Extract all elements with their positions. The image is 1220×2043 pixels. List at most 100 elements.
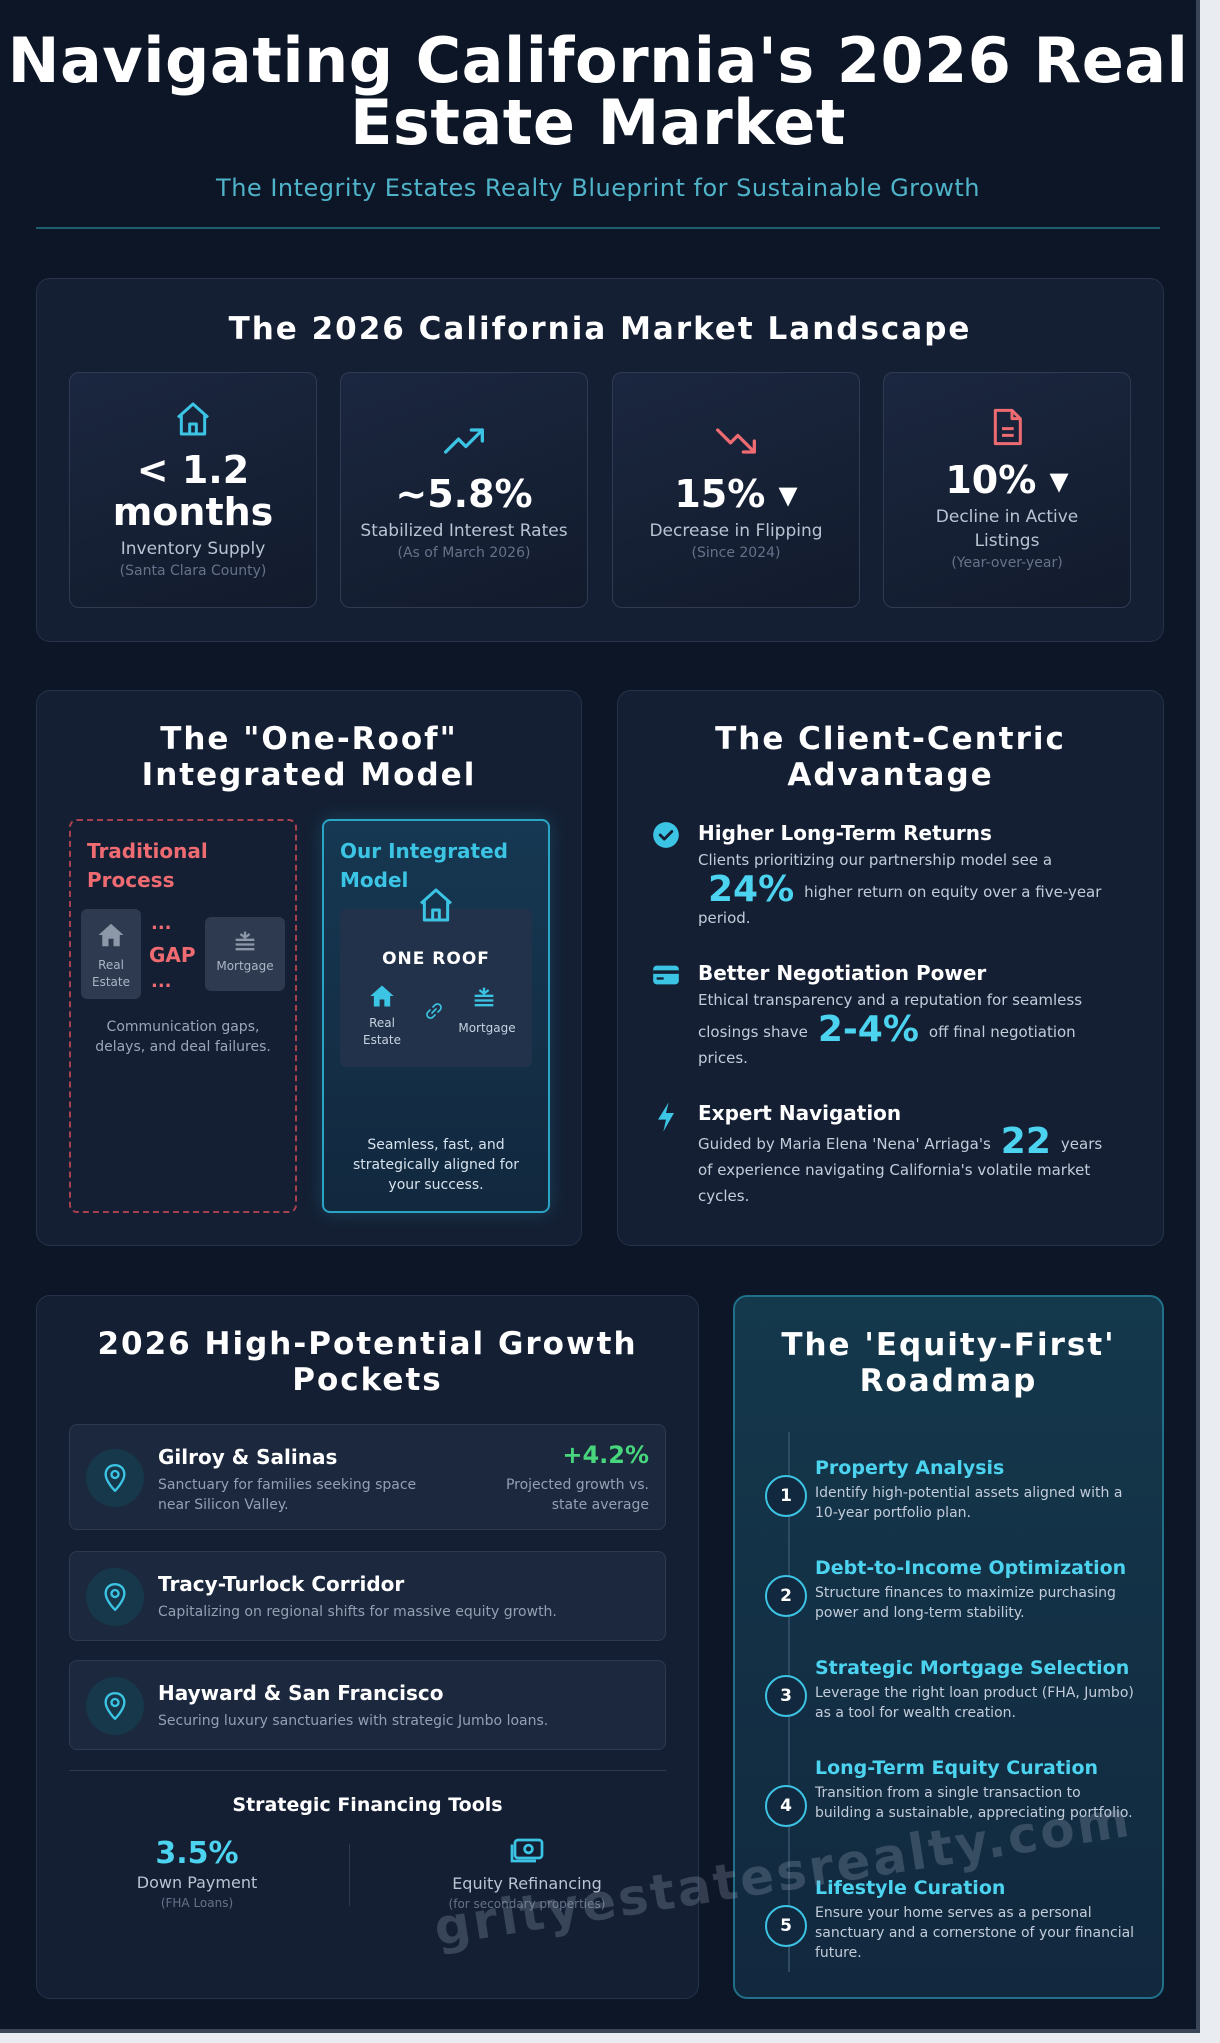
check-circle-icon bbox=[653, 822, 679, 848]
gap-dots-bottom: ... bbox=[151, 971, 172, 992]
house-icon bbox=[370, 985, 394, 1007]
down-payment-label: Down Payment bbox=[136, 1873, 258, 1892]
gap-label: GAP bbox=[149, 943, 196, 967]
financing-separator bbox=[349, 1844, 350, 1906]
infographic-page: Navigating California's 2026 Real Estate… bbox=[0, 0, 1200, 2033]
roadmap-title: The 'Equity-First' Roadmap bbox=[781, 1327, 1116, 1399]
stat-value: < 1.2 months bbox=[112, 448, 274, 534]
advantage-returns: Higher Long-Term Returns Clients priorit… bbox=[650, 821, 1140, 931]
integrated-description: Seamless, fast, and strategically aligne… bbox=[352, 1137, 520, 1193]
step-description: Identify high-potential assets aligned w… bbox=[815, 1485, 1123, 1521]
document-icon bbox=[993, 408, 1022, 446]
advantage-body: Clients prioritizing our partnership mod… bbox=[698, 851, 1102, 927]
pocket-description: Sanctuary for families seeking space nea… bbox=[158, 1477, 417, 1513]
down-payment-stat: 3.5% Down Payment (FHA Loans) bbox=[97, 1836, 297, 1910]
traditional-process-box: Traditional Process Real Estate ... GAP … bbox=[69, 819, 297, 1213]
location-pin-icon bbox=[104, 1692, 126, 1720]
real-estate-label: Real Estate bbox=[363, 1016, 401, 1047]
growth-pockets-panel: 2026 High-Potential Growth Pockets Gilro… bbox=[36, 1295, 699, 1999]
page-subtitle: The Integrity Estates Realty Blueprint f… bbox=[216, 174, 980, 202]
stat-note: (Since 2024) bbox=[691, 545, 781, 561]
stat-label: Stabilized Interest Rates bbox=[360, 521, 568, 541]
growth-value: +4.2% bbox=[562, 1441, 649, 1469]
step-title: Property Analysis bbox=[815, 1457, 1005, 1479]
stat-card-interest: ~5.8% Stabilized Interest Rates (As of M… bbox=[340, 372, 588, 608]
pocket-name: Hayward & San Francisco bbox=[158, 1681, 444, 1705]
down-payment-note: (FHA Loans) bbox=[160, 1896, 234, 1910]
stat-value: 15% ▾ bbox=[674, 472, 798, 516]
equity-refinancing-label: Equity Refinancing bbox=[452, 1874, 602, 1893]
pocket-growth: +4.2% Projected growth vs. state average bbox=[506, 1441, 649, 1515]
financing-title: Strategic Financing Tools bbox=[232, 1794, 503, 1816]
equity-refinancing-stat: Equity Refinancing (for secondary proper… bbox=[397, 1834, 657, 1911]
step-number: 5 bbox=[765, 1905, 807, 1947]
house-outline-icon bbox=[420, 888, 452, 922]
equity-first-roadmap-panel: The 'Equity-First' Roadmap 1 Property An… bbox=[733, 1295, 1164, 1999]
market-landscape-panel: The 2026 California Market Landscape < 1… bbox=[36, 278, 1164, 642]
mortgage-icon bbox=[474, 987, 494, 1007]
stat-card-listings: 10% ▾ Decline in Active Listings (Year-o… bbox=[883, 372, 1131, 608]
client-centric-panel: The Client-Centric Advantage Higher Long… bbox=[617, 690, 1164, 1246]
step-number: 1 bbox=[765, 1475, 807, 1517]
step-number: 3 bbox=[765, 1675, 807, 1717]
advantage-body: Ethical transparency and a reputation fo… bbox=[698, 991, 1083, 1067]
step-title: Lifestyle Curation bbox=[815, 1877, 1006, 1899]
step-title: Strategic Mortgage Selection bbox=[815, 1657, 1130, 1679]
house-icon bbox=[98, 923, 124, 947]
advantage-title: Expert Navigation bbox=[698, 1101, 902, 1125]
stat-22-years: 22 bbox=[1000, 1121, 1051, 1162]
step-title: Debt-to-Income Optimization bbox=[815, 1557, 1127, 1579]
pocket-name: Tracy-Turlock Corridor bbox=[158, 1572, 405, 1596]
stat-card-inventory: < 1.2 months Inventory Supply (Santa Cla… bbox=[69, 372, 317, 608]
trend-down-icon bbox=[716, 428, 756, 454]
pocket-name: Gilroy & Salinas bbox=[158, 1445, 338, 1469]
financing-divider bbox=[69, 1770, 666, 1771]
pocket-description: Securing luxury sanctuaries with strateg… bbox=[158, 1713, 549, 1729]
growth-title: 2026 High-Potential Growth Pockets bbox=[97, 1326, 638, 1398]
one-roof-title: The "One-Roof" Integrated Model bbox=[141, 721, 477, 793]
money-icon bbox=[510, 1838, 544, 1863]
location-pin-icon bbox=[104, 1464, 126, 1492]
real-estate-chip: Real Estate bbox=[81, 909, 141, 999]
link-icon bbox=[426, 1003, 442, 1019]
stat-2-4-percent: 2-4% bbox=[817, 1009, 919, 1050]
traditional-heading: Traditional Process bbox=[87, 839, 208, 892]
step-description: Transition from a single transaction to … bbox=[815, 1785, 1133, 1821]
gap-dots-top: ... bbox=[151, 913, 172, 934]
step-description: Ensure your home serves as a personal sa… bbox=[815, 1905, 1135, 1961]
location-pin-icon bbox=[104, 1583, 126, 1611]
mortgage-chip: Mortgage bbox=[205, 917, 285, 991]
down-payment-value: 3.5% bbox=[155, 1836, 239, 1871]
one-roof-panel: The "One-Roof" Integrated Model Traditio… bbox=[36, 690, 582, 1246]
pin-container bbox=[86, 1449, 144, 1507]
traditional-description: Communication gaps, delays, and deal fai… bbox=[95, 1019, 271, 1055]
growth-label: Projected growth vs. state average bbox=[505, 1477, 649, 1513]
stat-note: (Santa Clara County) bbox=[119, 563, 267, 579]
header-divider bbox=[36, 227, 1160, 229]
pocket-hayward-sf: Hayward & San Francisco Securing luxury … bbox=[69, 1660, 666, 1750]
advantage-navigation: Expert Navigation Guided by Maria Elena … bbox=[650, 1101, 1140, 1221]
stat-card-flipping: 15% ▾ Decrease in Flipping (Since 2024) bbox=[612, 372, 860, 608]
mortgage-icon bbox=[235, 931, 255, 951]
stat-value: 10% ▾ bbox=[945, 458, 1069, 502]
step-number: 2 bbox=[765, 1575, 807, 1617]
stat-label: Decline in Active Listings bbox=[935, 507, 1079, 551]
credit-card-icon bbox=[653, 965, 679, 985]
stat-value: ~5.8% bbox=[395, 472, 533, 516]
lightning-icon bbox=[658, 1102, 674, 1132]
one-roof-container: ONE ROOF Real Estate Mortgage bbox=[340, 909, 532, 1067]
step-description: Leverage the right loan product (FHA, Ju… bbox=[815, 1685, 1134, 1721]
equity-refinancing-note: (for secondary properties) bbox=[448, 1897, 606, 1911]
step-title: Long-Term Equity Curation bbox=[815, 1757, 1099, 1779]
header: Navigating California's 2026 Real Estate… bbox=[0, 0, 1196, 203]
stat-24-percent: 24% bbox=[708, 869, 795, 910]
mortgage-label: Mortgage bbox=[458, 1021, 516, 1035]
advantage-body: Guided by Maria Elena 'Nena' Arriaga's 22… bbox=[698, 1121, 1103, 1206]
step-description: Structure finances to maximize purchasin… bbox=[815, 1585, 1116, 1621]
stat-note: (As of March 2026) bbox=[397, 545, 531, 561]
trend-up-icon bbox=[444, 428, 484, 454]
pocket-tracy-turlock: Tracy-Turlock Corridor Capitalizing on r… bbox=[69, 1551, 666, 1641]
integrated-model-box: Our Integrated Model ONE ROOF Real Estat… bbox=[322, 819, 550, 1213]
one-roof-label: ONE ROOF bbox=[382, 949, 490, 969]
pin-container bbox=[86, 1568, 144, 1626]
